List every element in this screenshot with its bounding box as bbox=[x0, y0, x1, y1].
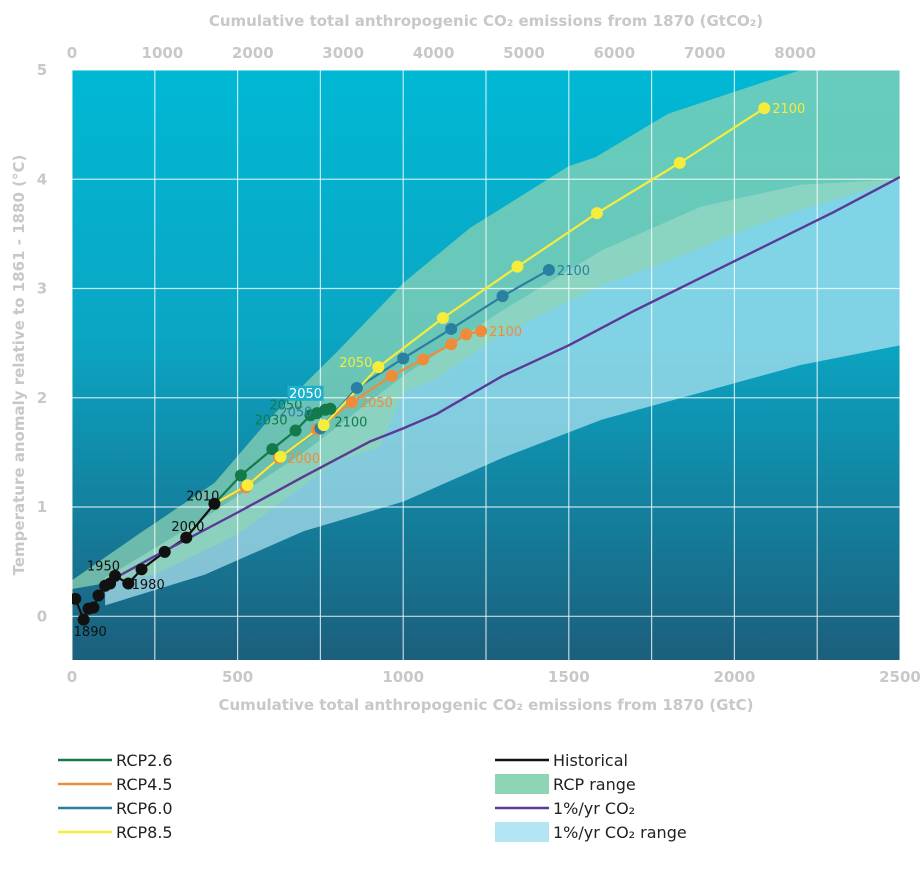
series-4-point-3 bbox=[317, 419, 330, 432]
series-2-point-8 bbox=[460, 328, 473, 341]
series-4-label-0: 2050 bbox=[339, 356, 372, 371]
x2-tick-label-6: 6000 bbox=[593, 44, 635, 62]
series-3-point-8 bbox=[542, 263, 555, 276]
y-tick-label-4: 4 bbox=[37, 170, 47, 188]
series-0-point-12 bbox=[208, 497, 221, 510]
x-tick-label-5: 2500 bbox=[879, 668, 920, 686]
x-tick-label-3: 1500 bbox=[548, 668, 590, 686]
legend-label-right-1: RCP range bbox=[553, 775, 636, 794]
series-4-point-8 bbox=[673, 156, 686, 169]
series-4-point-6 bbox=[511, 260, 524, 273]
series-4-point-9 bbox=[758, 102, 771, 115]
series-3-point-5 bbox=[397, 352, 410, 365]
annotation-0: 1950 bbox=[87, 559, 120, 574]
series-1-point-3 bbox=[289, 424, 302, 437]
series-3-point-7 bbox=[496, 290, 509, 303]
series-line-4 bbox=[213, 107, 765, 505]
series-0-point-3 bbox=[87, 601, 100, 614]
x2-tick-label-1: 1000 bbox=[142, 44, 184, 62]
series-0-point-7 bbox=[109, 569, 122, 582]
series-4-point-1 bbox=[241, 479, 254, 492]
series-4-point-5 bbox=[436, 312, 449, 325]
series-0-point-9 bbox=[135, 563, 148, 576]
series-0-point-11 bbox=[180, 531, 193, 544]
annotation-3: 2000 bbox=[171, 520, 204, 535]
y-axis-title: Temperature anomaly relative to 1861 - 1… bbox=[10, 155, 28, 576]
series-3-label-1: 2100 bbox=[557, 264, 590, 279]
legend-swatch-right-3 bbox=[495, 822, 549, 842]
series-3-point-6 bbox=[445, 322, 458, 335]
x2-axis-title: Cumulative total anthropogenic CO₂ emiss… bbox=[209, 12, 763, 30]
series-2-label-2: 2100 bbox=[489, 325, 522, 340]
series-4-point-2 bbox=[274, 450, 287, 463]
y-tick-label-3: 3 bbox=[37, 280, 47, 298]
series-2-point-4 bbox=[345, 396, 358, 409]
series-2-point-5 bbox=[385, 369, 398, 382]
x2-tick-label-7: 7000 bbox=[684, 44, 726, 62]
series-1-label-2: 2100 bbox=[334, 416, 367, 431]
plot-area: 2030205021002000205021002050210020502100… bbox=[72, 70, 900, 660]
x2-tick-label-3: 3000 bbox=[322, 44, 364, 62]
legend-label-left-2: RCP6.0 bbox=[116, 799, 173, 818]
legend-label-right-3: 1%/yr CO₂ range bbox=[553, 823, 687, 842]
annotation-4: 2010 bbox=[186, 489, 219, 504]
y-tick-label-2: 2 bbox=[37, 389, 47, 407]
x-axis-title: Cumulative total anthropogenic CO₂ emiss… bbox=[219, 696, 754, 714]
series-line-5 bbox=[104, 176, 900, 585]
series-3-label-0: 2050 bbox=[279, 405, 312, 420]
series-2-point-7 bbox=[445, 338, 458, 351]
range-0 bbox=[105, 179, 900, 606]
y-tick-label-1: 1 bbox=[37, 498, 47, 516]
series-1-label-0: 2030 bbox=[254, 414, 287, 429]
x-tick-label-0: 0 bbox=[67, 668, 77, 686]
series-1-label-1: 2050 bbox=[269, 398, 302, 413]
x2-tick-label-5: 5000 bbox=[503, 44, 545, 62]
annotation-1: 1890 bbox=[74, 625, 107, 640]
x2-tick-label-4: 4000 bbox=[413, 44, 455, 62]
x-tick-label-1: 500 bbox=[222, 668, 253, 686]
series-0-point-8 bbox=[122, 577, 135, 590]
series-2-label-1: 2050 bbox=[360, 396, 393, 411]
series-1-point-1 bbox=[234, 469, 247, 482]
series-0-point-0 bbox=[72, 592, 82, 605]
series-0-point-1 bbox=[77, 613, 90, 626]
x-tick-label-2: 1000 bbox=[382, 668, 424, 686]
annotation-5: 2050 bbox=[289, 387, 322, 402]
annotation-box-5 bbox=[287, 385, 324, 401]
series-1-point-7 bbox=[324, 402, 337, 415]
x-tick-label-4: 2000 bbox=[714, 668, 756, 686]
series-4-point-4 bbox=[372, 361, 385, 374]
series-2-point-6 bbox=[417, 353, 430, 366]
legend-label-left-1: RCP4.5 bbox=[116, 775, 173, 794]
legend-label-left-3: RCP8.5 bbox=[116, 823, 173, 842]
series-0-point-10 bbox=[158, 545, 171, 558]
legend-label-left-0: RCP2.6 bbox=[116, 751, 173, 770]
series-2-point-9 bbox=[475, 325, 488, 338]
y-tick-label-5: 5 bbox=[37, 61, 47, 79]
x2-tick-label-2: 2000 bbox=[232, 44, 274, 62]
annotation-2: 1980 bbox=[132, 578, 165, 593]
series-4-label-1: 2100 bbox=[772, 102, 805, 117]
series-3-point-4 bbox=[350, 381, 363, 394]
series-1-point-2 bbox=[266, 443, 279, 456]
series-4-point-7 bbox=[590, 207, 603, 220]
legend-label-right-0: Historical bbox=[553, 751, 628, 770]
legend-swatch-right-1 bbox=[495, 774, 549, 794]
series-2-label-0: 2000 bbox=[287, 452, 320, 467]
x2-tick-label-0: 0 bbox=[67, 44, 77, 62]
x2-tick-label-8: 8000 bbox=[774, 44, 816, 62]
series-0-point-4 bbox=[92, 589, 105, 602]
legend-label-right-2: 1%/yr CO₂ bbox=[553, 799, 635, 818]
y-tick-label-0: 0 bbox=[37, 607, 47, 625]
